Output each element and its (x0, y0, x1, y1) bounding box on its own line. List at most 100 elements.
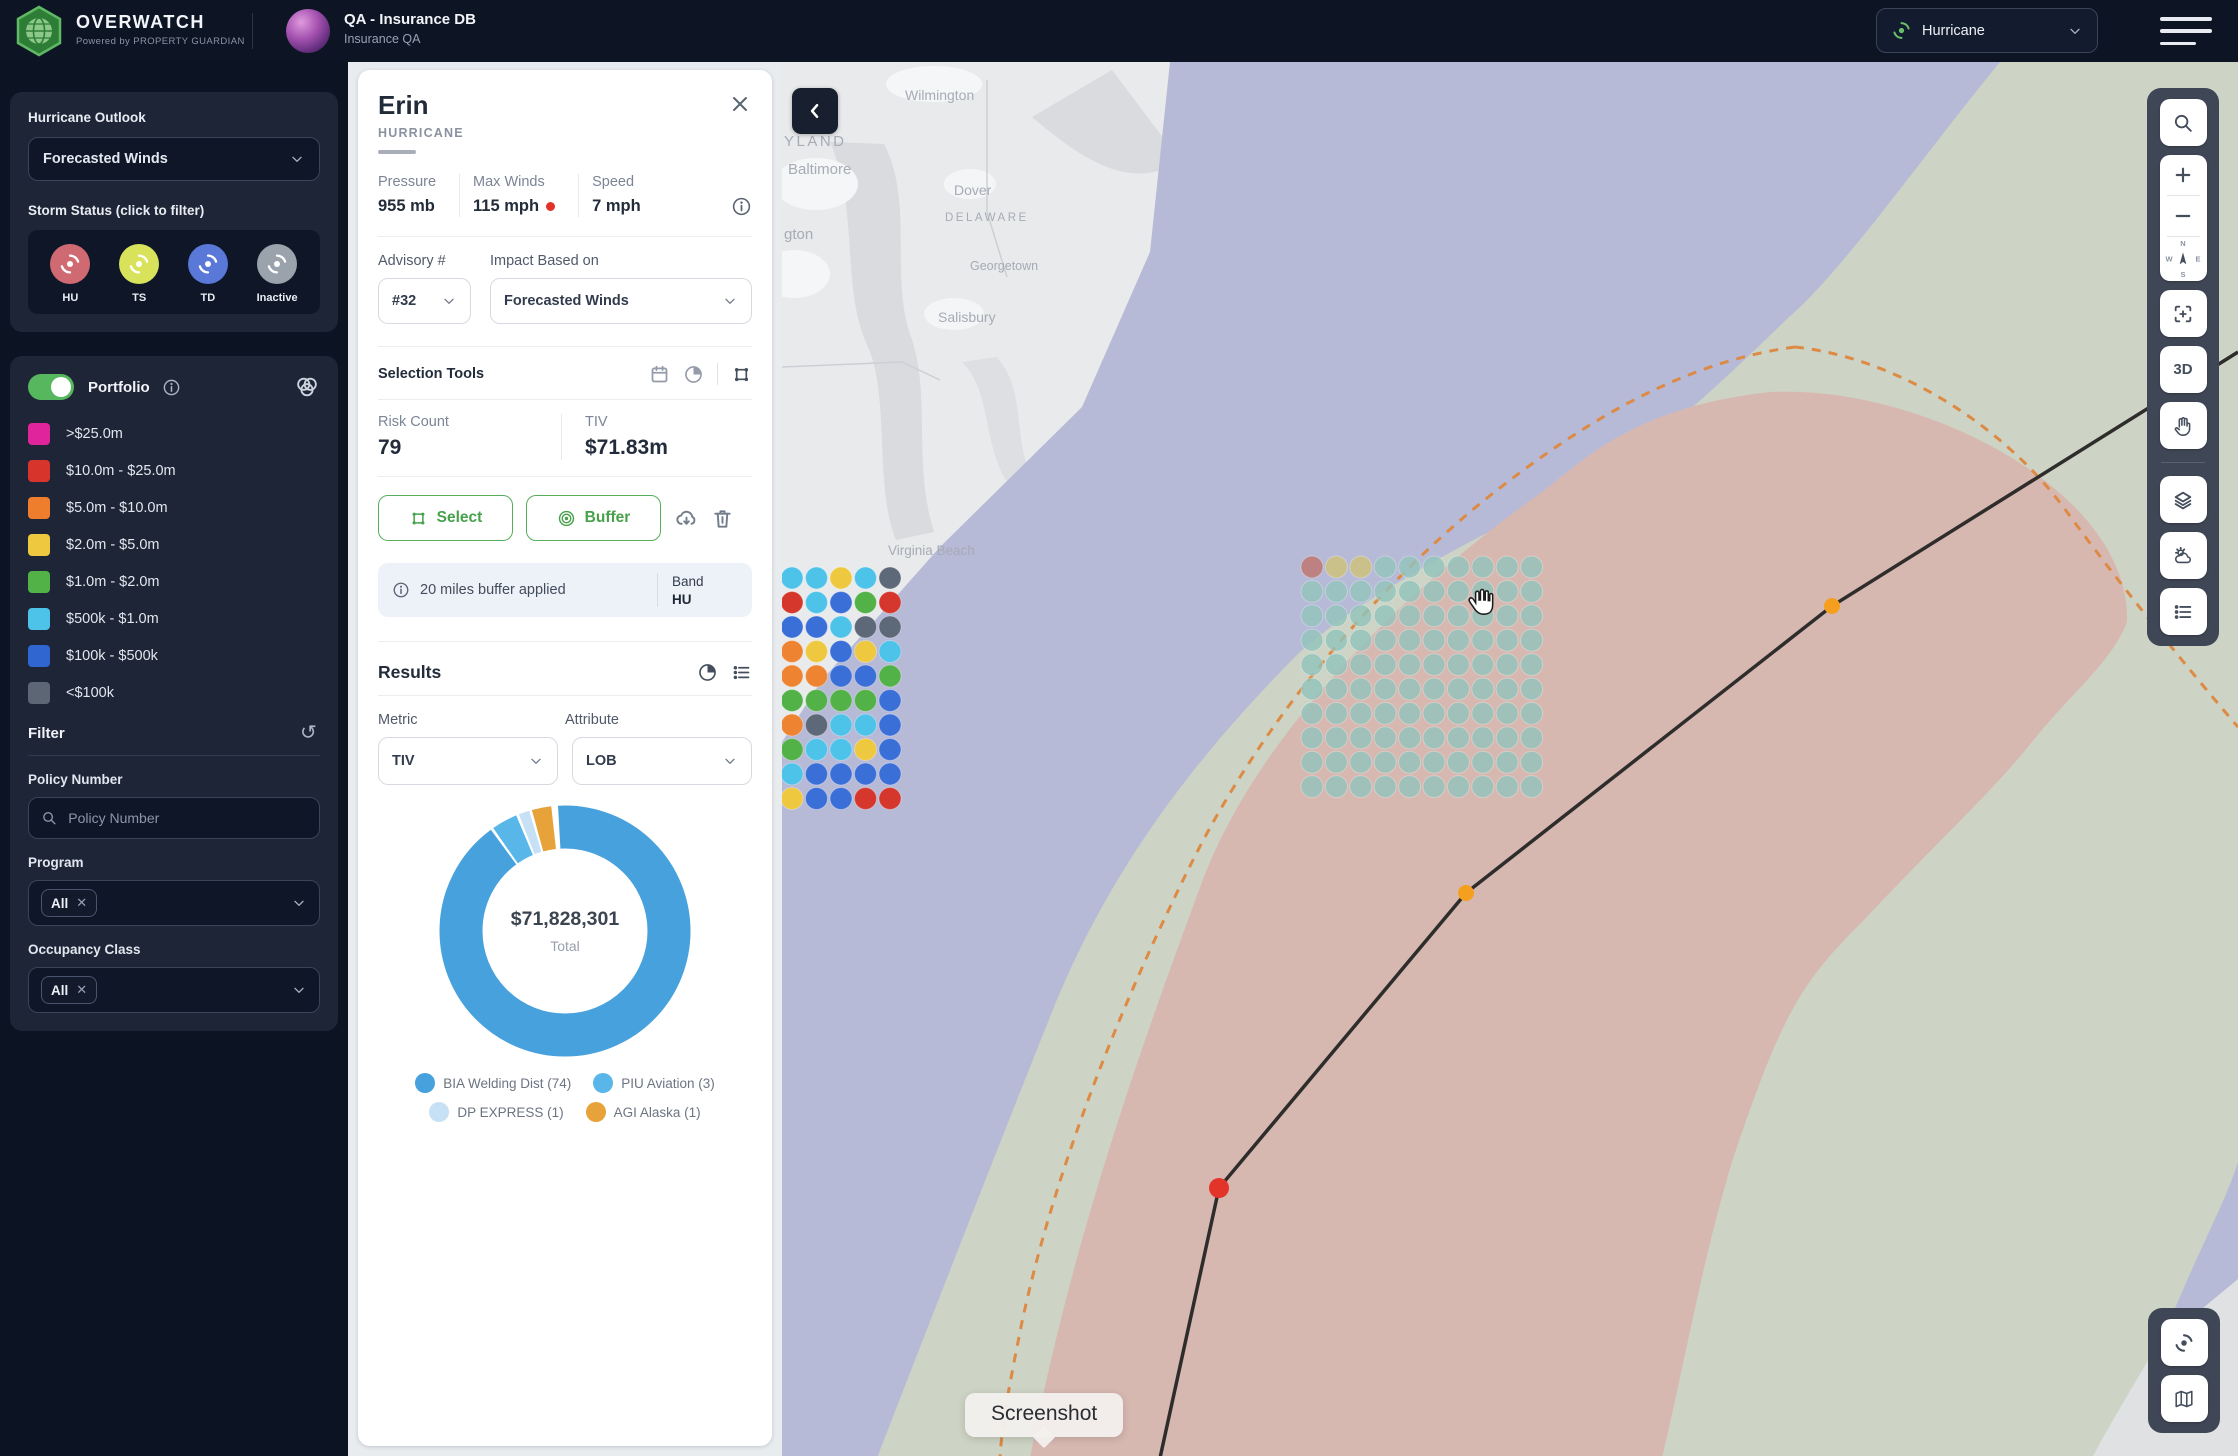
storm-status-td[interactable]: TD (187, 244, 228, 304)
metric-select[interactable]: TIV (378, 737, 558, 785)
risk-point[interactable] (782, 640, 804, 663)
selected-risk-point[interactable] (1349, 726, 1373, 750)
peril-selector[interactable]: Hurricane (1876, 8, 2098, 53)
selected-risk-point[interactable] (1520, 775, 1544, 799)
selected-risk-point[interactable] (1300, 750, 1324, 774)
selected-risk-point[interactable] (1324, 750, 1348, 774)
risk-point[interactable] (782, 738, 804, 761)
legend-item[interactable]: <$100k (28, 679, 320, 707)
program-select[interactable]: All ✕ (28, 880, 320, 926)
recenter-button[interactable] (2159, 290, 2207, 337)
risk-point[interactable] (782, 591, 804, 614)
risk-point[interactable] (805, 591, 828, 614)
selected-risk-point[interactable] (1324, 653, 1348, 677)
selected-risk-point[interactable] (1373, 701, 1397, 725)
selected-risk-point[interactable] (1471, 750, 1495, 774)
risk-point[interactable] (854, 738, 877, 761)
selected-risk-point[interactable] (1398, 726, 1422, 750)
zoom-in-button[interactable] (2160, 155, 2207, 195)
risk-point[interactable] (805, 566, 828, 590)
selected-risk-point[interactable] (1349, 604, 1373, 628)
risk-point[interactable] (854, 787, 877, 810)
risk-point[interactable] (829, 591, 853, 614)
risk-point[interactable] (805, 664, 828, 688)
selected-risk-point[interactable] (1495, 555, 1519, 579)
selected-risk-point[interactable] (1324, 775, 1348, 799)
selected-risk-point[interactable] (1373, 750, 1397, 774)
selected-risk-point[interactable] (1446, 653, 1470, 677)
track-advisory-point[interactable] (1209, 1178, 1229, 1198)
info-icon[interactable] (731, 196, 752, 217)
selected-risk-point[interactable] (1471, 555, 1495, 579)
selected-risk-point[interactable] (1422, 555, 1446, 579)
risk-point[interactable] (782, 713, 804, 737)
attribute-select[interactable]: LOB (572, 737, 752, 785)
selected-risk-point[interactable] (1520, 677, 1544, 701)
selected-risk-point[interactable] (1520, 555, 1544, 579)
storm-status-ts[interactable]: TS (119, 244, 160, 304)
track-advisory-point[interactable] (1458, 885, 1474, 901)
selected-risk-point[interactable] (1398, 701, 1422, 725)
selected-risk-point[interactable] (1373, 653, 1397, 677)
selected-risk-point[interactable] (1471, 775, 1495, 799)
legend-item[interactable]: $2.0m - $5.0m (28, 531, 320, 559)
risk-point[interactable] (782, 762, 804, 786)
selected-risk-point[interactable] (1349, 653, 1373, 677)
storm-status-inactive[interactable]: Inactive (257, 244, 298, 304)
risk-point[interactable] (829, 762, 853, 786)
selected-points-grid[interactable] (1300, 555, 1544, 799)
zoom-out-button[interactable] (2160, 196, 2207, 236)
selected-risk-point[interactable] (1446, 775, 1470, 799)
legend-item[interactable]: $500k - $1.0m (28, 605, 320, 633)
selected-risk-point[interactable] (1373, 677, 1397, 701)
risk-point[interactable] (878, 615, 902, 639)
risk-point[interactable] (805, 738, 828, 761)
selected-risk-point[interactable] (1349, 701, 1373, 725)
chart-legend-item[interactable]: AGI Alaska (1) (585, 1102, 701, 1122)
storm-status-hu[interactable]: HU (50, 244, 91, 304)
info-icon[interactable] (162, 378, 181, 397)
risk-point[interactable] (829, 689, 853, 712)
selected-risk-point[interactable] (1349, 579, 1373, 603)
selected-risk-point[interactable] (1398, 604, 1422, 628)
selected-risk-point[interactable] (1422, 604, 1446, 628)
storm-layer-button[interactable] (2160, 1319, 2208, 1366)
selected-risk-point[interactable] (1324, 677, 1348, 701)
selected-risk-point[interactable] (1422, 750, 1446, 774)
policy-number-input[interactable] (66, 809, 307, 827)
selected-risk-point[interactable] (1373, 726, 1397, 750)
selected-risk-point[interactable] (1373, 579, 1397, 603)
weather-button[interactable] (2159, 532, 2207, 579)
selected-risk-point[interactable] (1520, 579, 1544, 603)
portfolio-toggle[interactable] (28, 374, 74, 400)
selected-risk-point[interactable] (1349, 628, 1373, 652)
risk-point[interactable] (782, 664, 804, 688)
selected-risk-point[interactable] (1324, 628, 1348, 652)
risk-point[interactable] (829, 713, 853, 737)
map-search-button[interactable] (2159, 99, 2207, 146)
chip-remove-icon[interactable]: ✕ (76, 982, 88, 997)
selected-risk-point[interactable] (1520, 750, 1544, 774)
selected-risk-point[interactable] (1398, 653, 1422, 677)
selected-risk-point[interactable] (1349, 775, 1373, 799)
legend-item[interactable]: $100k - $500k (28, 642, 320, 670)
selected-risk-point[interactable] (1446, 555, 1470, 579)
risk-point[interactable] (854, 664, 877, 688)
risk-point[interactable] (878, 787, 902, 810)
selected-risk-point[interactable] (1349, 555, 1373, 579)
list-view-icon[interactable] (731, 662, 752, 683)
risk-point[interactable] (854, 713, 877, 737)
selected-risk-point[interactable] (1495, 604, 1519, 628)
selected-risk-point[interactable] (1495, 677, 1519, 701)
track-advisory-point[interactable] (1824, 598, 1840, 614)
select-button[interactable]: Select (378, 495, 513, 541)
selected-risk-point[interactable] (1471, 628, 1495, 652)
selected-risk-point[interactable] (1373, 775, 1397, 799)
selected-risk-point[interactable] (1300, 555, 1324, 579)
selected-risk-point[interactable] (1300, 775, 1324, 799)
selected-risk-point[interactable] (1471, 701, 1495, 725)
pie-chart-icon[interactable] (697, 662, 718, 683)
chip-remove-icon[interactable]: ✕ (76, 895, 88, 910)
legend-item[interactable]: $1.0m - $2.0m (28, 568, 320, 596)
selected-risk-point[interactable] (1422, 726, 1446, 750)
